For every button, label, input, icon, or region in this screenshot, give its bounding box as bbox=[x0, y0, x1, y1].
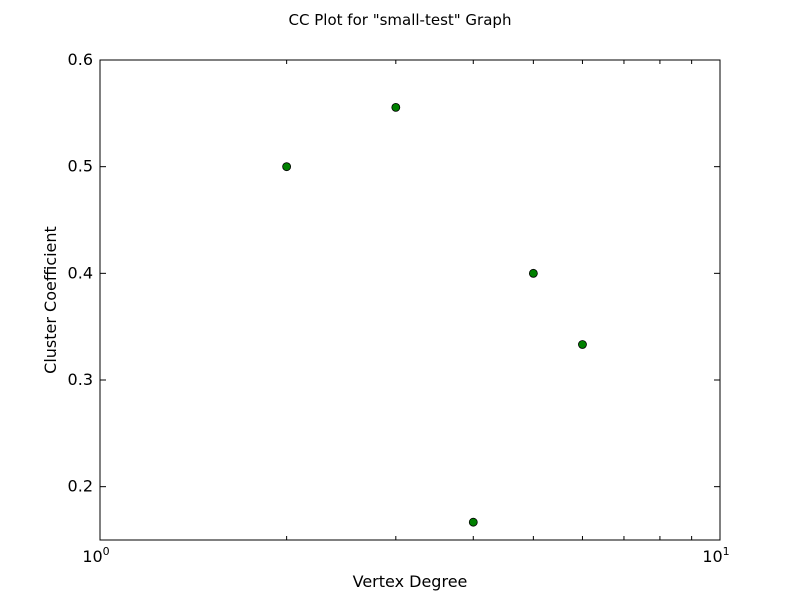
y-tick-label: 0.3 bbox=[68, 370, 93, 389]
data-point bbox=[528, 268, 538, 278]
data-point bbox=[578, 340, 587, 349]
x-tick-label: 100 bbox=[82, 545, 109, 566]
data-point bbox=[391, 102, 401, 112]
axis-ticks: 0.2 0.3 0.4 0.5 0.6 100 101 bbox=[68, 50, 730, 566]
y-axis-label: Cluster Coefficient bbox=[41, 226, 60, 374]
y-tick-label: 0.6 bbox=[68, 50, 93, 69]
y-tick-label: 0.4 bbox=[68, 263, 93, 282]
plot-area-frame bbox=[99, 59, 721, 541]
data-points bbox=[282, 102, 587, 527]
chart-title: CC Plot for "small-test" Graph bbox=[289, 11, 512, 29]
x-tick-label: 101 bbox=[702, 545, 729, 566]
y-tick-label: 0.5 bbox=[68, 157, 93, 176]
data-point bbox=[282, 162, 292, 172]
x-axis-label: Vertex Degree bbox=[353, 572, 468, 591]
y-tick-label: 0.2 bbox=[68, 477, 93, 496]
data-point bbox=[468, 517, 478, 527]
